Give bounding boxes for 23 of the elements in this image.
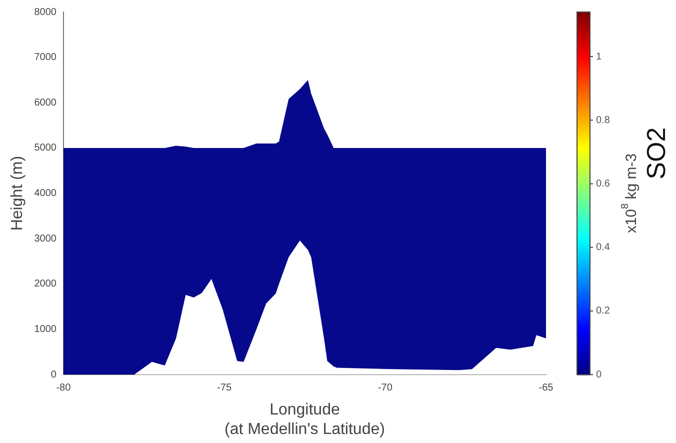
y-tick-label: 3000 <box>34 233 57 244</box>
y-tick-label: 5000 <box>34 142 57 154</box>
y-tick-label: 4000 <box>34 188 57 200</box>
y-axis-title: Height (m) <box>9 156 26 231</box>
y-tick-label: 6000 <box>34 97 57 108</box>
y-tick-label: 2000 <box>34 278 57 290</box>
x-tick-label: -75 <box>217 382 232 394</box>
color-bar-label: 1 <box>596 51 602 62</box>
text: SO2 <box>641 127 672 180</box>
color-bar-label: 0.2 <box>596 306 610 317</box>
y-tick-label: 8000 <box>34 6 57 18</box>
x-tick-label: -70 <box>378 382 393 394</box>
x-axis-title: Longitude (at Medellin's Latitude) <box>224 402 385 438</box>
y-tick-label: 0 <box>50 369 57 380</box>
y-tick-label: 7000 <box>34 52 57 64</box>
color-bar-label: 0.8 <box>596 114 610 126</box>
color-bar-title: x108 kg m-3 <box>620 153 640 234</box>
color-bar-label: 0 <box>596 369 602 380</box>
color-bar-label: 0.6 <box>596 178 610 190</box>
x-tick-label: -65 <box>538 382 554 394</box>
y-tick-label: 1000 <box>34 324 57 336</box>
color-bar-label: 0.4 <box>596 242 610 254</box>
x-tick-label: -80 <box>56 382 72 394</box>
